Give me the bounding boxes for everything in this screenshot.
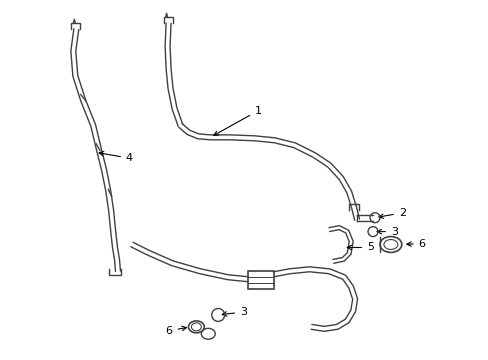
Text: 4: 4 (99, 152, 133, 163)
Text: 5: 5 (346, 243, 373, 252)
Text: 3: 3 (222, 307, 246, 317)
Text: 2: 2 (378, 208, 405, 219)
Text: 3: 3 (376, 226, 397, 237)
Text: 6: 6 (165, 326, 186, 336)
Text: 6: 6 (406, 239, 425, 248)
Text: 1: 1 (213, 105, 262, 135)
